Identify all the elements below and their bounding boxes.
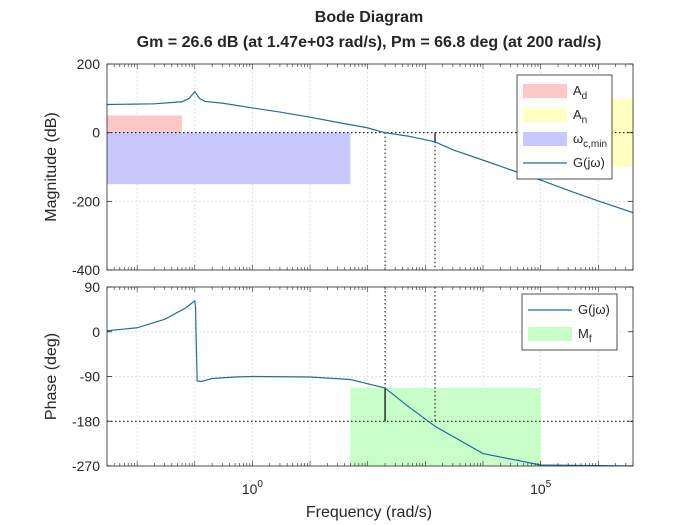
magnitude-ytick-label: -400 <box>72 262 100 278</box>
magnitude-markers <box>107 132 633 270</box>
phase-ylabel: Phase (deg) <box>43 333 60 420</box>
phase-ytick-label: 0 <box>92 324 100 340</box>
chart-title: Bode Diagram <box>315 9 423 26</box>
magnitude-ytick-label: -200 <box>72 193 100 209</box>
phase-ytick-label: -180 <box>72 413 100 429</box>
magnitude-legend-swatch-a-d <box>523 84 567 98</box>
magnitude-legend-swatch-omega-c-min <box>523 132 567 146</box>
chart-subtitle: Gm = 26.6 dB (at 1.47e+03 rad/s), Pm = 6… <box>137 34 602 51</box>
phase-region-m-f <box>350 387 541 466</box>
phase-legend-swatch-m-f <box>528 327 572 341</box>
magnitude-ylabel: Magnitude (dB) <box>43 112 60 221</box>
phase-curve <box>107 299 633 466</box>
phase-legend-label: Mf <box>578 326 592 345</box>
phase-legend: G(jω) Mf <box>521 293 618 351</box>
magnitude-region-a-d <box>107 115 182 133</box>
phase-ytick-label: -270 <box>72 458 100 474</box>
magnitude-legend-label: G(jω) <box>573 155 605 170</box>
phase-ytick-label: -90 <box>80 369 100 385</box>
x-axis-label: Frequency (rad/s) <box>306 504 432 521</box>
phase-markers <box>107 287 633 422</box>
magnitude-ytick-label: 0 <box>92 125 100 141</box>
magnitude-ytick-label: 200 <box>77 56 101 72</box>
phase-legend-label: G(jω) <box>578 302 610 317</box>
magnitude-region-omega-c-min <box>107 132 351 185</box>
magnitude-legend-swatch-a-n <box>523 108 567 122</box>
phase-ytick-label: 90 <box>84 279 100 295</box>
x-tick-label: 105 <box>530 479 552 497</box>
magnitude-axes-box <box>106 63 634 271</box>
x-tick-label: 100 <box>242 479 264 497</box>
phase-regions <box>350 387 541 466</box>
